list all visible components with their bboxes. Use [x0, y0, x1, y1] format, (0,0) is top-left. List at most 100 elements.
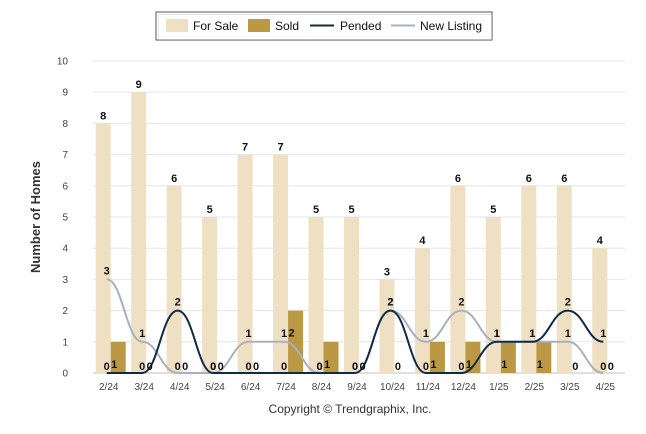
label-pended: 0 — [423, 361, 429, 373]
label-sold: 0 — [218, 361, 224, 373]
y-tick-label: 9 — [62, 88, 68, 99]
label-new-listing: 0 — [210, 361, 216, 373]
label-pended: 1 — [494, 328, 500, 340]
label-new-listing: 1 — [423, 328, 429, 340]
label-pended: 2 — [387, 297, 393, 309]
bar-sold — [500, 341, 516, 373]
bar-for-sale — [379, 279, 395, 373]
label-sold: 0 — [608, 361, 614, 373]
label-new-listing: 0 — [600, 361, 606, 373]
lines — [106, 278, 604, 374]
y-tick-label: 2 — [62, 306, 68, 317]
y-tick-label: 0 — [62, 369, 68, 380]
x-tick-label: 12/24 — [451, 382, 476, 393]
x-tick-label: 1/25 — [489, 382, 509, 393]
bars — [95, 92, 608, 374]
label-sold: 1 — [430, 359, 436, 371]
label-pended: 0 — [139, 361, 145, 373]
label-pended: 2 — [175, 297, 181, 309]
line-pended — [106, 309, 604, 374]
y-tick-label: 3 — [62, 275, 68, 286]
label-new-listing: 0 — [352, 361, 358, 373]
label-sold: 1 — [537, 359, 543, 371]
x-tick-label: 10/24 — [380, 382, 405, 393]
label-pended: 0 — [352, 361, 358, 373]
label-sold: 1 — [324, 359, 330, 371]
x-tick-label: 11/24 — [416, 382, 441, 393]
label-sold: 0 — [572, 361, 578, 373]
bar-for-sale — [344, 217, 359, 373]
y-tick-label: 5 — [62, 213, 68, 224]
y-axis-ticks: 0 1 2 3 4 5 6 7 8 9 10 — [57, 57, 69, 380]
x-tick-label: 3/24 — [134, 382, 154, 393]
bar-sold — [110, 341, 126, 373]
label-for-sale: 7 — [242, 142, 248, 154]
label-new-listing: 1 — [494, 328, 500, 340]
bar-for-sale — [414, 248, 430, 373]
label-sold: 0 — [147, 361, 153, 373]
x-tick-label: 5/24 — [205, 382, 225, 393]
label-for-sale: 6 — [561, 173, 567, 185]
label-new-listing: 3 — [104, 265, 110, 277]
bar-for-sale — [95, 123, 111, 374]
x-tick-label: 2/25 — [525, 382, 545, 393]
label-new-listing: 0 — [316, 361, 322, 373]
label-pended: 0 — [458, 361, 464, 373]
label-new-listing: 1 — [565, 328, 571, 340]
label-for-sale: 5 — [490, 204, 496, 216]
legend-inner-frame — [158, 14, 492, 40]
bar-for-sale — [202, 217, 218, 373]
bar-sold — [429, 341, 445, 373]
y-tick-label: 4 — [62, 244, 68, 255]
label-pended: 0 — [246, 361, 252, 373]
label-pended: 0 — [104, 361, 110, 373]
bar-for-sale — [166, 185, 182, 373]
bar-for-sale — [592, 248, 608, 373]
y-tick-label: 8 — [62, 119, 68, 130]
x-tick-label: 9/24 — [347, 382, 367, 393]
label-for-sale: 5 — [207, 204, 213, 216]
label-for-sale: 5 — [313, 204, 319, 216]
label-for-sale: 6 — [455, 173, 461, 185]
label-for-sale: 7 — [278, 142, 284, 154]
label-for-sale: 6 — [526, 173, 532, 185]
bar-sold — [288, 310, 304, 373]
label-for-sale: 3 — [384, 266, 390, 278]
legend-swatch-sold — [248, 19, 270, 32]
bar-for-sale — [273, 154, 289, 373]
label-sold: 0 — [182, 361, 188, 373]
data-labels: 8103900160205000700172015100500030224101… — [100, 79, 614, 373]
legend: For Sale Sold Pended New Listing — [155, 11, 493, 41]
label-new-listing: 1 — [281, 328, 287, 340]
label-sold: 2 — [289, 328, 295, 340]
label-pended: 0 — [281, 361, 287, 373]
label-new-listing: 2 — [387, 297, 393, 309]
label-for-sale: 8 — [100, 110, 106, 122]
y-tick-label: 6 — [62, 181, 68, 192]
y-tick-label: 1 — [62, 337, 68, 348]
label-for-sale: 5 — [348, 204, 354, 216]
y-axis-title: Number of Homes — [28, 161, 43, 273]
label-new-listing: 0 — [175, 361, 181, 373]
bar-for-sale — [556, 185, 572, 373]
label-pended: 1 — [529, 328, 535, 340]
bar-sold — [465, 341, 481, 373]
label-new-listing: 1 — [529, 328, 535, 340]
label-sold: 0 — [253, 361, 259, 373]
legend-label-new-listing: New Listing — [420, 19, 482, 33]
bar-for-sale — [485, 217, 501, 373]
label-pended: 2 — [565, 297, 571, 309]
bar-for-sale — [450, 185, 466, 373]
label-sold: 0 — [395, 361, 401, 373]
copyright-credit: Copyright © Trendgraphix, Inc. — [269, 402, 432, 416]
label-for-sale: 4 — [597, 235, 604, 247]
label-for-sale: 6 — [171, 173, 177, 185]
bar-for-sale — [308, 217, 324, 373]
x-tick-label: 4/24 — [170, 382, 190, 393]
label-new-listing: 1 — [246, 328, 252, 340]
y-tick-label: 7 — [62, 150, 68, 161]
label-pended: 0 — [316, 361, 322, 373]
x-tick-label: 4/25 — [596, 382, 616, 393]
label-sold: 0 — [359, 361, 365, 373]
